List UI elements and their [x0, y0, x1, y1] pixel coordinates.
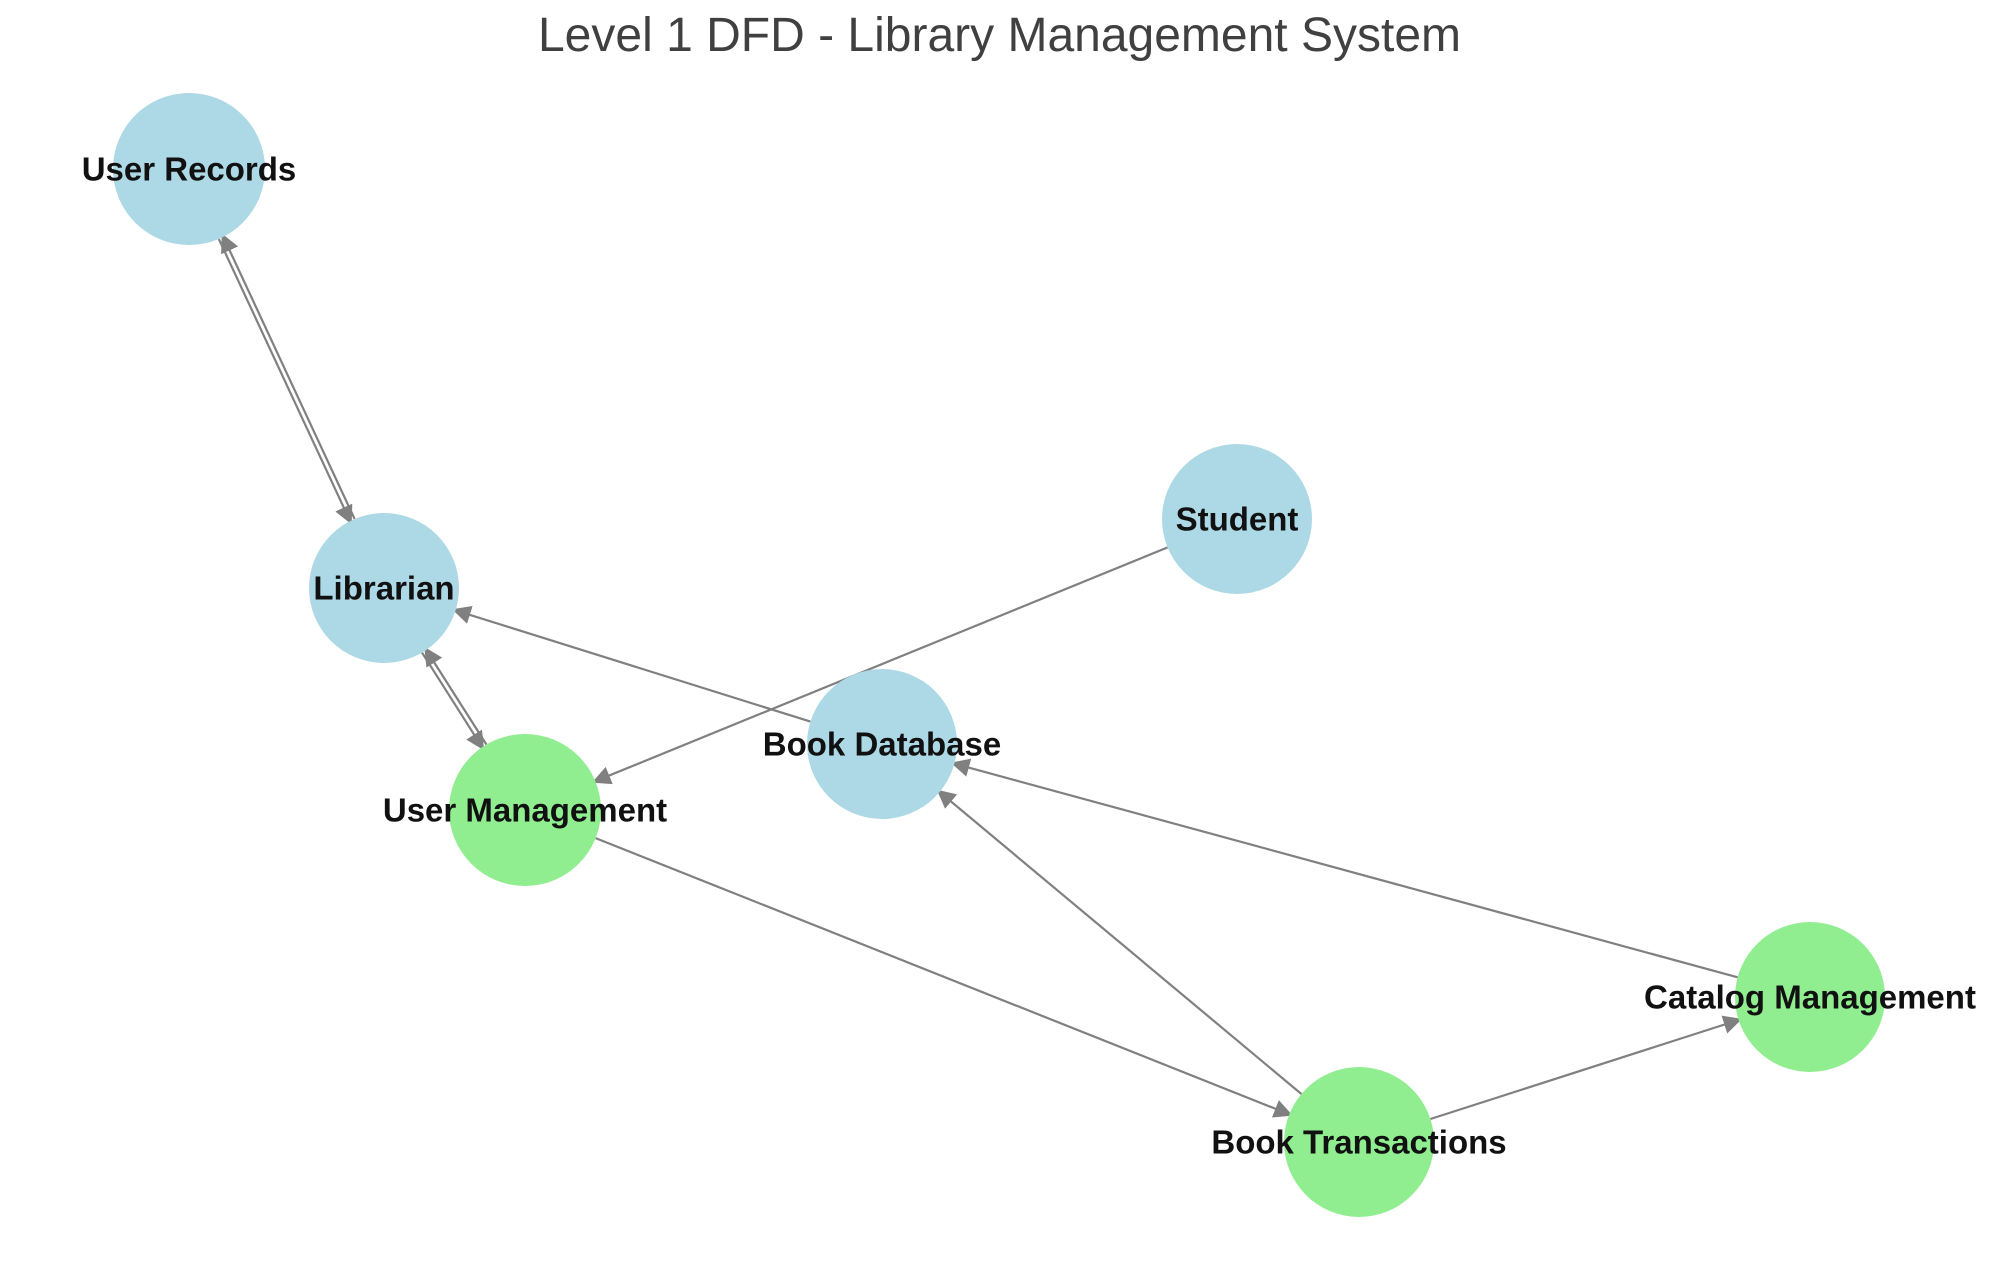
svg-text:User Management: User Management	[383, 792, 667, 829]
svg-text:Catalog Management: Catalog Management	[1644, 979, 1976, 1016]
svg-text:Book Database: Book Database	[763, 726, 1001, 763]
svg-text:Librarian: Librarian	[313, 570, 454, 607]
svg-text:Book Transactions: Book Transactions	[1211, 1124, 1506, 1161]
svg-text:User Records: User Records	[82, 151, 297, 188]
svg-text:Student: Student	[1176, 501, 1299, 538]
